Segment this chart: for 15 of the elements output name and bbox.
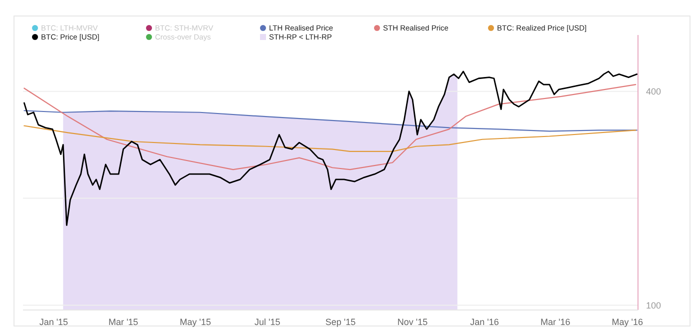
x-tick-label: Jan '16 bbox=[470, 317, 499, 327]
line-series bbox=[24, 110, 638, 132]
line-series bbox=[23, 70, 638, 226]
x-tick-label: Sep '15 bbox=[325, 317, 356, 327]
x-tick-label: Mar '15 bbox=[108, 317, 138, 327]
x-tick-label: May '15 bbox=[180, 317, 211, 327]
x-tick-label: Mar '16 bbox=[540, 317, 570, 327]
x-tick-label: May '16 bbox=[612, 317, 643, 327]
x-tick-label: Jan '15 bbox=[39, 317, 68, 327]
line-series bbox=[24, 125, 636, 152]
x-tick-label: Nov '15 bbox=[397, 317, 428, 327]
x-tick-label: Jul '15 bbox=[254, 317, 280, 327]
y-tick-label: 400 bbox=[646, 86, 662, 96]
line-series bbox=[24, 84, 636, 170]
y-tick-label: 100 bbox=[646, 300, 662, 310]
